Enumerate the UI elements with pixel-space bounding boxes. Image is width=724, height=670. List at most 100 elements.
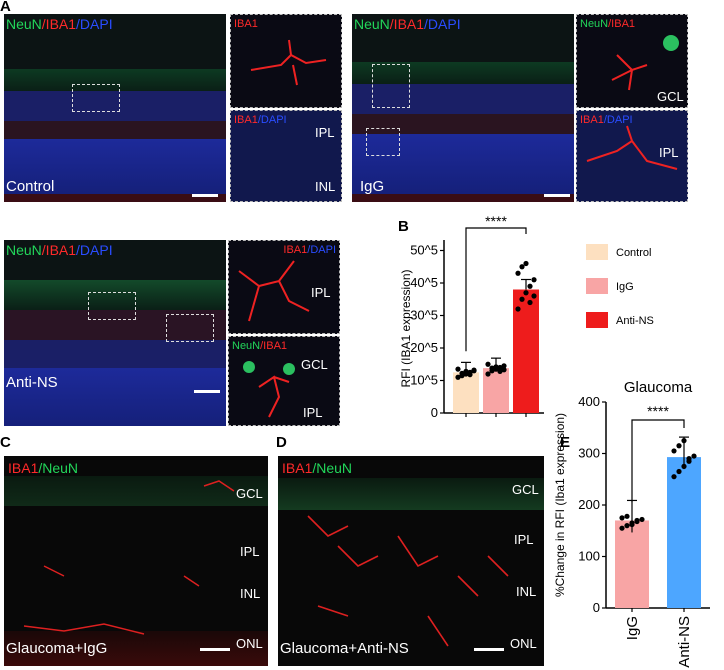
data-point: [455, 374, 461, 380]
layer-label-inl: INL: [240, 586, 261, 601]
igg-inset-bottom: IBA1/DAPI IPL: [576, 110, 688, 202]
data-point: [671, 474, 677, 480]
data-point: [467, 372, 473, 378]
data-point: [515, 270, 521, 276]
y-axis-label: RFI (IBA1 expression): [399, 269, 413, 387]
x-tick-label: Anti-NS: [676, 616, 693, 668]
y-tick-label: 400: [578, 394, 600, 409]
significance-bracket: [465, 227, 527, 352]
data-point: [531, 293, 537, 299]
y-tick-label: 200: [578, 497, 600, 512]
layer-label-ipl: IPL: [240, 544, 260, 559]
control-micrograph: NeuN/IBA1/DAPI Control: [4, 14, 226, 202]
data-point: [619, 515, 625, 521]
y-tick-label: 30^5: [410, 308, 438, 323]
control-inset-bottom: IBA1/DAPI IPL INL: [230, 110, 342, 202]
antins-inset-bottom: NeuN/IBA1 GCL IPL: [228, 336, 340, 426]
antins-micrograph: NeuN/IBA1/DAPI Anti-NS: [4, 240, 226, 426]
panel-letter-a: A: [0, 0, 11, 15]
data-point: [681, 463, 687, 469]
glaucoma-antins-micrograph: IBA1/NeuN GCL IPL INL ONL Glaucoma+Anti-…: [278, 456, 544, 666]
chart-e: Glaucoma 0 100 200 300 400 %Change in RFI (Iba…: [553, 379, 710, 668]
data-point: [619, 525, 625, 531]
control-condition-label: Control: [6, 178, 55, 195]
data-point: [676, 443, 682, 449]
data-point: [493, 364, 499, 370]
microglia-cell: [250, 39, 327, 86]
data-point: [523, 290, 529, 296]
data-point: [681, 438, 687, 444]
igg-inset-top-stain: NeuN/IBA1: [580, 18, 636, 30]
data-point: [455, 366, 461, 372]
panel-letter-e: E: [560, 434, 571, 451]
antins-inset-top-stain: IBA1/DAPI: [283, 244, 336, 256]
bar-igg: [615, 520, 649, 608]
scale-bar: [200, 648, 230, 651]
control-inset-bottom-stain: IBA1/DAPI: [234, 114, 287, 126]
y-tick-label: 0: [593, 600, 600, 615]
control-inset-top: IBA1: [230, 14, 342, 108]
data-point: [527, 299, 533, 306]
data-point: [671, 448, 677, 454]
panel-letter-c: C: [0, 434, 11, 451]
microglia-cell: [238, 260, 310, 322]
layer-label-onl: ONL: [510, 636, 537, 651]
data-point: [485, 361, 491, 367]
data-point: [497, 364, 503, 371]
igg-inset-box-top: [372, 64, 410, 108]
data-point: [531, 277, 537, 283]
data-point: [639, 516, 645, 523]
panel-letter-d: D: [276, 434, 287, 451]
igg-condition-label: IgG: [360, 178, 385, 195]
data-point: [686, 456, 692, 462]
glaucoma-antins-condition-label: Glaucoma+Anti-NS: [280, 640, 409, 657]
glaucoma-igg-micrograph: IBA1/NeuN GCL IPL INL ONL Glaucoma+IgG: [4, 456, 268, 666]
layer-label-ipl: IPL: [514, 532, 534, 547]
chart-b: 0 10^5 20^5 30^5 40^5 50^5 RFI (IBA1 expressio…: [399, 216, 654, 420]
microglia-cell: [586, 125, 678, 170]
control-inset-box: [72, 84, 120, 112]
significance-label: ****: [485, 216, 507, 229]
y-tick-label: 0: [431, 405, 438, 420]
significance-bracket: [631, 419, 685, 503]
data-point: [629, 521, 635, 528]
chart-title: Glaucoma: [624, 379, 693, 396]
layer-label-gcl: GCL: [236, 486, 263, 501]
scale-bar: [194, 390, 220, 393]
legend-label-control: Control: [616, 247, 651, 259]
data-point: [459, 370, 465, 376]
igg-inset-box-bottom: [366, 128, 400, 156]
microglia-cell: [611, 35, 679, 91]
legend-swatch-control: [586, 244, 608, 260]
glaucoma-antins-stain-label: IBA1/NeuN: [282, 460, 353, 476]
data-point: [519, 296, 525, 302]
data-point: [691, 453, 697, 459]
data-point: [515, 306, 521, 312]
antins-stain-label: NeuN/IBA1/DAPI: [6, 242, 113, 258]
legend-swatch-igg: [586, 278, 608, 294]
legend-swatch-anti-ns: [586, 312, 608, 328]
data-point: [634, 517, 640, 524]
data-point: [463, 368, 469, 374]
layer-label-onl: ONL: [236, 636, 263, 651]
bar-anti-ns: [667, 457, 701, 608]
data-point: [676, 468, 682, 475]
y-tick-label: 20^5: [410, 340, 438, 355]
data-point: [497, 368, 503, 374]
microglia-cell: [243, 361, 295, 418]
y-tick-label: 100: [578, 549, 600, 564]
data-point: [624, 513, 630, 519]
layer-label-gcl: GCL: [512, 482, 539, 497]
scale-bar: [192, 194, 218, 197]
glaucoma-igg-stain-label: IBA1/NeuN: [8, 460, 79, 476]
data-point: [489, 365, 495, 371]
x-tick-label: IgG: [624, 616, 641, 640]
data-point: [471, 367, 477, 373]
y-tick-label: 50^5: [410, 243, 438, 258]
igg-stain-label: NeuN/IBA1/DAPI: [354, 16, 461, 32]
igg-inset-top: NeuN/IBA1 GCL: [576, 14, 688, 108]
control-stain-label: NeuN/IBA1/DAPI: [6, 16, 113, 32]
y-tick-label: 300: [578, 446, 600, 461]
microglia-processes: [307, 515, 509, 647]
data-point: [519, 264, 525, 270]
